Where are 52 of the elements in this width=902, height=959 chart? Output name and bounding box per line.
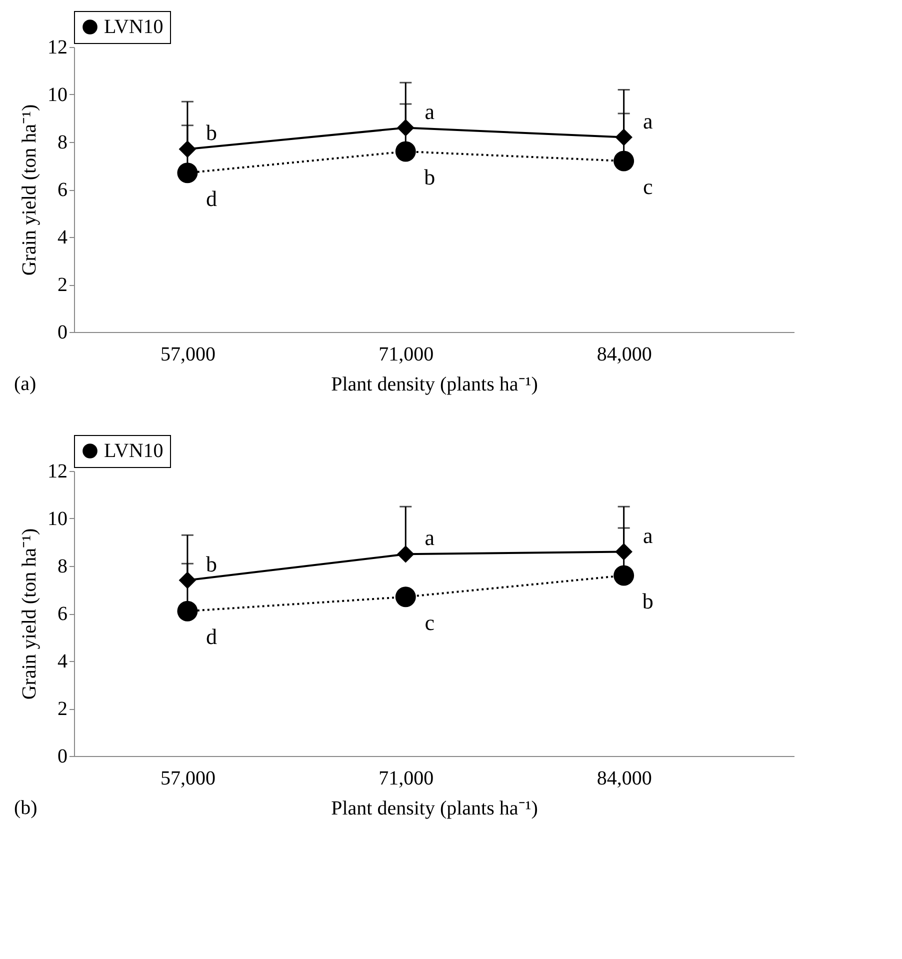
point bbox=[178, 572, 196, 589]
annotation: c bbox=[424, 610, 435, 635]
annotation: a bbox=[642, 108, 653, 134]
y-tick-label: 6 bbox=[58, 179, 68, 201]
x-tick-label: 84,000 bbox=[596, 768, 652, 790]
annotation: c bbox=[642, 174, 653, 199]
point bbox=[395, 586, 416, 608]
y-tick-label: 2 bbox=[58, 698, 68, 720]
x-axis-title: Plant density (plants ha⁻¹) bbox=[331, 798, 538, 820]
y-tick-label: 0 bbox=[58, 746, 68, 768]
x-tick-label: 57,000 bbox=[160, 768, 216, 790]
x-tick-label: 84,000 bbox=[596, 344, 652, 366]
x-tick-label: 71,000 bbox=[378, 344, 434, 366]
y-tick-label: 4 bbox=[58, 226, 68, 248]
annotation: d bbox=[206, 624, 217, 650]
x-axis-title: Plant density (plants ha⁻¹) bbox=[331, 374, 538, 396]
point bbox=[396, 119, 414, 136]
annotation: b bbox=[424, 164, 436, 190]
annotation: a bbox=[642, 522, 653, 548]
y-tick-label: 0 bbox=[58, 322, 68, 344]
legend-label: LVN10 bbox=[104, 16, 164, 38]
x-tick-label: 57,000 bbox=[160, 344, 216, 366]
annotation: d bbox=[206, 186, 217, 211]
y-axis-title: Grain yield (ton ha⁻¹) bbox=[18, 104, 40, 276]
annotation: a bbox=[424, 525, 435, 550]
annotation: a bbox=[424, 98, 435, 124]
y-tick-label: 12 bbox=[48, 460, 68, 482]
point bbox=[177, 162, 198, 184]
legend-label: LVN10 bbox=[104, 440, 164, 462]
annotation: b bbox=[206, 551, 217, 576]
point bbox=[178, 140, 196, 158]
point bbox=[615, 543, 632, 560]
point bbox=[614, 565, 634, 586]
y-tick-label: 8 bbox=[58, 556, 68, 578]
y-tick-label: 8 bbox=[58, 132, 68, 154]
annotation: b bbox=[642, 588, 654, 614]
y-tick-label: 6 bbox=[58, 603, 68, 625]
point bbox=[395, 141, 416, 162]
text: (a) bbox=[14, 373, 36, 395]
y-tick-label: 10 bbox=[48, 84, 68, 106]
point bbox=[396, 545, 414, 563]
y-tick-label: 4 bbox=[58, 650, 68, 672]
y-tick-label: 10 bbox=[48, 508, 68, 530]
point bbox=[614, 150, 634, 172]
y-tick-label: 2 bbox=[58, 274, 68, 296]
text: (b) bbox=[14, 797, 38, 819]
point bbox=[177, 600, 198, 622]
y-tick-label: 12 bbox=[48, 36, 68, 58]
y-axis-title: Grain yield (ton ha⁻¹) bbox=[18, 528, 40, 700]
annotation: b bbox=[206, 120, 217, 146]
point bbox=[615, 128, 632, 146]
x-tick-label: 71,000 bbox=[378, 768, 434, 790]
